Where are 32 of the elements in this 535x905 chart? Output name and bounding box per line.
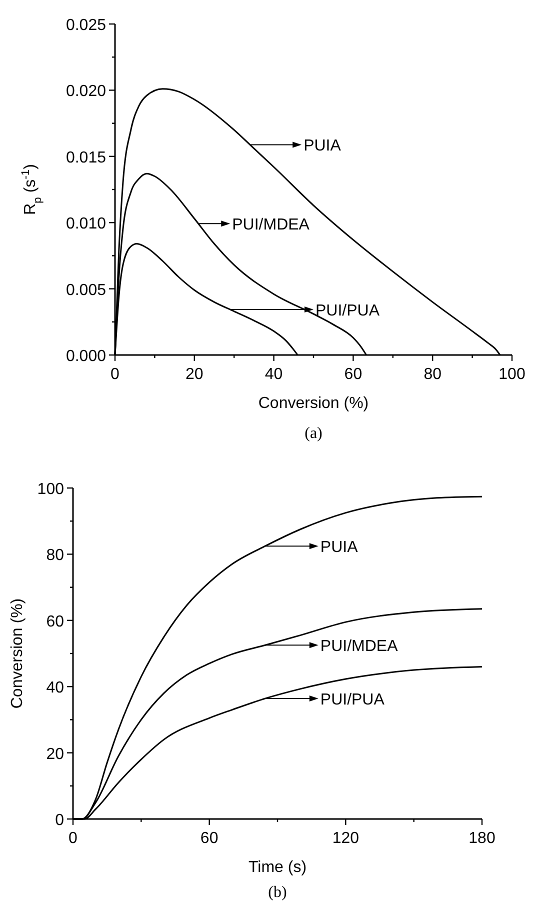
y-tick-label: 0.025 [66, 17, 106, 34]
x-tick-label: 60 [344, 366, 362, 383]
y-tick-label: 0.010 [66, 216, 106, 233]
x-tick-label: 120 [332, 830, 360, 847]
x-tick-label: 20 [186, 366, 204, 383]
legend-label: PUI/MDEA [320, 638, 398, 656]
x-tick-label: 40 [264, 366, 283, 383]
y-tick-label: 0.000 [66, 348, 106, 365]
y-tick-label: 0.015 [66, 149, 106, 166]
y-tick-label: 80 [46, 547, 64, 564]
y-tick-label: 0.020 [66, 83, 106, 100]
y-tick-label: 20 [46, 746, 64, 763]
legend-label: PUI/PUA [320, 691, 385, 708]
x-tick-label: 80 [424, 366, 442, 383]
x-tick-label: 60 [200, 830, 218, 847]
text: (b) [268, 884, 287, 901]
y-tick-label: 40 [46, 680, 64, 697]
y-axis-title: Conversion (%) [9, 598, 26, 709]
legend-label: PUI/MDEA [232, 216, 310, 234]
x-tick-label: 180 [468, 830, 496, 847]
x-tick-label: 0 [110, 366, 120, 383]
y-tick-label: 0 [55, 812, 64, 829]
text: (a) [304, 425, 322, 442]
x-axis-title: Conversion (%) [258, 395, 369, 412]
y-tick-label: 60 [46, 613, 64, 630]
legend-label: PUIA [304, 138, 342, 155]
y-tick-label: 100 [37, 481, 64, 498]
x-axis-title: Time (s) [248, 859, 307, 876]
x-tick-label: 100 [498, 366, 526, 383]
legend-label: PUIA [320, 539, 358, 556]
y-tick-label: 0.005 [66, 282, 106, 299]
legend-label: PUI/PUA [316, 302, 380, 320]
